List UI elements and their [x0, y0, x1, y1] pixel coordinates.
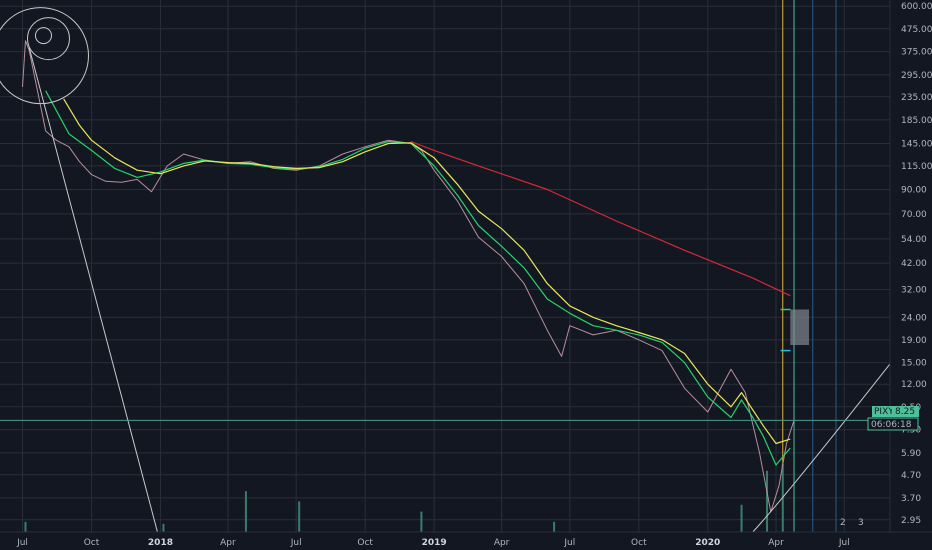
- x-tick-label: 2020: [695, 538, 720, 548]
- x-tick-label: Apr: [494, 538, 510, 548]
- y-tick-label: 12.00: [901, 380, 927, 390]
- y-tick-label: 145.00: [901, 139, 932, 149]
- x-tick-label: Apr: [768, 538, 784, 548]
- projection-box[interactable]: [790, 309, 810, 346]
- x-tick-label: Jul: [16, 538, 28, 548]
- y-tick-label: 115.00: [901, 162, 932, 172]
- x-tick-label: Jul: [290, 538, 302, 548]
- y-tick-label: 295.00: [901, 71, 932, 81]
- spiral-outer-arc: [0, 7, 89, 105]
- y-tick-label: 24.00: [901, 313, 927, 323]
- series-line-ma-long: [410, 140, 791, 297]
- last-price-badge-bg: [892, 406, 919, 417]
- y-tick-label: 19.00: [901, 336, 927, 346]
- spiral-core-arc: [34, 27, 52, 45]
- y-tick-label: 4.70: [901, 471, 921, 481]
- fib-spiral[interactable]: [0, 7, 89, 105]
- symbol-badge-bg: [872, 406, 892, 417]
- cycle-label-3: 3: [858, 518, 864, 528]
- y-tick-label: 600.00: [901, 2, 932, 12]
- x-tick-label: Apr: [220, 538, 236, 548]
- countdown-badge-bg: [867, 417, 919, 431]
- countdown-label: 06:06:18: [871, 420, 912, 430]
- drawings-front: [0, 7, 891, 533]
- volume-bar: [420, 511, 423, 532]
- last-price-badge[interactable]: 8.25: [892, 406, 919, 417]
- x-tick-label: Oct: [631, 538, 647, 548]
- volume-bar: [553, 521, 556, 532]
- y-tick-label: 475.00: [901, 25, 932, 35]
- x-tick-label: 2018: [148, 538, 173, 548]
- countdown-badge: 06:06:18: [867, 417, 919, 431]
- y-tick-label: 54.00: [901, 235, 927, 245]
- y-tick-label: 2.95: [901, 516, 921, 526]
- volume-bar: [24, 521, 27, 532]
- y-tick-label: 15.00: [901, 359, 927, 369]
- symbol-badge[interactable]: PIXY: [872, 406, 894, 417]
- series-line-ma-slow: [63, 98, 791, 445]
- series-line-ma-fast: [45, 90, 791, 466]
- y-tick-label: 5.90: [901, 449, 921, 459]
- x-tick-label: Jul: [838, 538, 850, 548]
- x-tick-label: 2019: [422, 538, 447, 548]
- y-tick-label: 375.00: [901, 48, 932, 58]
- volume-bar: [766, 470, 769, 532]
- spiral-inner-arc: [26, 17, 70, 61]
- x-tick-label: Oct: [84, 538, 100, 548]
- y-tick-label: 185.00: [901, 116, 932, 126]
- y-tick-label: 90.00: [901, 186, 927, 196]
- volume-bar: [244, 491, 247, 532]
- y-tick-label: 42.00: [901, 259, 927, 269]
- y-tick-label: 235.00: [901, 93, 932, 103]
- y-tick-label: 7.50: [901, 426, 921, 436]
- x-tick-label: Jul: [563, 538, 575, 548]
- series-layer: [22, 40, 795, 513]
- cycle-label-2: 2: [840, 518, 846, 528]
- series-line-price: [22, 40, 795, 513]
- curved-trend-line[interactable]: [752, 363, 891, 533]
- volume-bar: [298, 501, 301, 532]
- x-tick-label: Oct: [357, 538, 373, 548]
- symbol-label: PIXY: [874, 407, 894, 417]
- y-tick-label: 70.00: [901, 210, 927, 220]
- volume-bar: [162, 523, 165, 532]
- last-price-label: 8.25: [895, 407, 915, 417]
- y-tick-label: 3.70: [901, 494, 921, 504]
- trend-line[interactable]: [28, 47, 158, 533]
- y-tick-label: 32.00: [901, 285, 927, 295]
- volume-bar: [740, 504, 743, 532]
- time-axis[interactable]: Jul Oct 2018 Apr Jul Oct 2019 Apr Jul Oct 2020 Apr J…: [16, 538, 850, 548]
